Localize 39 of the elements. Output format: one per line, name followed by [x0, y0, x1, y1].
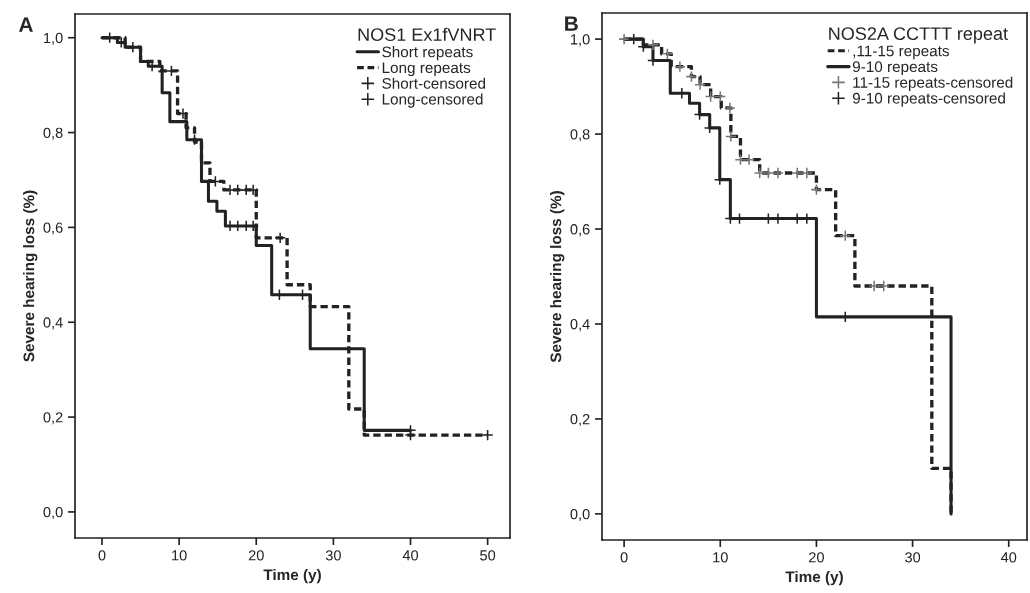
y-tick-label: 1,0 — [571, 34, 590, 47]
legend-label: ,11-15 repeats — [853, 45, 950, 60]
y-tick-label: 0,4 — [43, 317, 63, 330]
x-tick-label: 40 — [1000, 552, 1017, 563]
y-tick-label: 0,6 — [43, 222, 63, 235]
legend-label: Short-censored — [382, 77, 486, 89]
legend-label: Short repeats — [382, 46, 473, 61]
x-tick-label: 0 — [98, 550, 106, 561]
legend-label: 11-15 repeats-censored — [853, 76, 1013, 91]
legend-label: 9-10 repeats-censored — [852, 92, 1005, 107]
x-tick-label: 30 — [325, 550, 341, 561]
x-axis-title: Time (y) — [263, 568, 321, 584]
y-tick-label: 0,6 — [570, 224, 590, 237]
legend-title: NOS2A CCTTT repeat — [829, 27, 1008, 44]
y-tick-label: 0,0 — [43, 507, 63, 520]
legend-label: Long repeats — [382, 62, 471, 77]
text: B — [565, 16, 578, 31]
x-tick-label: 30 — [905, 552, 921, 563]
x-axis-title: Time (y) — [785, 570, 843, 586]
y-tick-label: 0,4 — [570, 319, 590, 332]
legend-label: Long-censored — [382, 93, 483, 108]
y-tick-label: 0,0 — [570, 508, 590, 522]
text: A — [18, 17, 33, 32]
y-tick-label: 0,2 — [43, 412, 63, 425]
y-axis-title: Severe hearing loss (%) — [23, 190, 38, 362]
y-tick-label: 0,8 — [43, 127, 63, 140]
x-tick-label: 20 — [809, 552, 824, 563]
x-tick-label: 0 — [620, 552, 628, 563]
legend-label: 9-10 repeats — [852, 61, 938, 76]
x-tick-label: 50 — [480, 550, 496, 561]
x-tick-label: 40 — [402, 550, 419, 561]
y-tick-label: 0,8 — [570, 129, 590, 142]
y-tick-label: 0,2 — [570, 414, 590, 427]
x-tick-label: 20 — [248, 550, 264, 561]
x-tick-label: 10 — [713, 552, 728, 563]
x-tick-label: 10 — [172, 550, 187, 561]
y-tick-label: 1,0 — [44, 32, 63, 45]
y-axis-title: Severe hearing loss (%) — [550, 191, 565, 363]
legend-title: NOS1 Ex1fVNRT — [358, 27, 496, 42]
